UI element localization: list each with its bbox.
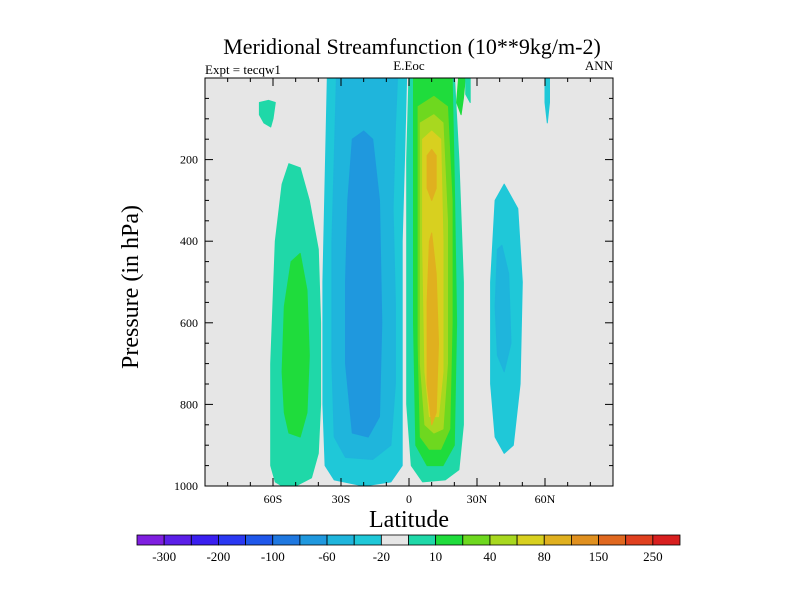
colorbar-label: 10 (429, 549, 442, 564)
colorbar: -300 -200 -100 -60 -20 10 40 80 150 250 (136, 534, 681, 564)
colorbar-box (516, 534, 545, 546)
x-tick-label: 60S (264, 492, 283, 506)
colorbar-label: -60 (318, 549, 335, 564)
colorbar-box (163, 534, 192, 546)
contour-regions (258, 78, 550, 486)
x-tick-label: 60N (535, 492, 556, 506)
x-axis-label: Latitude (369, 507, 449, 533)
x-tick-label: 30S (332, 492, 351, 506)
colorbar-label: -20 (373, 549, 390, 564)
blob-sh-blue-inner (345, 130, 383, 438)
colorbar-box (136, 534, 165, 546)
colorbar-label: 40 (483, 549, 496, 564)
blob-nh-green-spike-b (465, 78, 471, 103)
colorbar-box (245, 534, 274, 546)
blob-nh-orange-top (426, 148, 437, 201)
colorbar-label: -300 (152, 549, 176, 564)
colorbar-label: -100 (261, 549, 285, 564)
colorbar-label: 150 (589, 549, 609, 564)
colorbar-box (326, 534, 355, 546)
experiment-label: Expt = tecqw1 (205, 62, 281, 77)
colorbar-box (299, 534, 328, 546)
y-tick-label: 200 (180, 153, 198, 167)
colorbar-box (272, 534, 301, 546)
blob-nh-polar-spike (544, 78, 550, 124)
colorbar-box (462, 534, 491, 546)
colorbar-box (218, 534, 246, 546)
colorbar-box (190, 534, 219, 546)
colorbar-box (625, 534, 654, 546)
y-tick-label: 1000 (174, 479, 198, 493)
blob-nh-orange-low (426, 232, 439, 426)
colorbar-label: -200 (206, 549, 230, 564)
colorbar-box (408, 534, 437, 546)
colorbar-box (489, 534, 518, 546)
axis-ticks: 60S 30S 0 30N 60N 200 400 600 800 1000 (174, 78, 613, 506)
y-tick-label: 600 (180, 316, 198, 330)
colorbar-box (571, 534, 599, 546)
blob-sh-polar-top (258, 99, 276, 128)
y-tick-label: 400 (180, 234, 198, 248)
colorbar-box (435, 534, 464, 546)
colorbar-box (652, 534, 681, 546)
colorbar-box (380, 534, 409, 546)
season-label: ANN (585, 58, 614, 73)
colorbar-box (598, 534, 627, 546)
y-axis-label: Pressure (in hPa) (118, 205, 144, 369)
blob-sh-green-inner (281, 252, 310, 438)
center-label: E.Eoc (393, 58, 425, 73)
chart-title: Meridional Streamfunction (10**9kg/m-2) (223, 34, 601, 59)
x-tick-label: 30N (467, 492, 488, 506)
blob-nh-green-spike-a (456, 78, 466, 116)
x-tick-label: 0 (406, 492, 412, 506)
colorbar-box (353, 534, 382, 546)
y-tick-label: 800 (180, 397, 198, 411)
colorbar-label: 80 (538, 549, 551, 564)
colorbar-label: 250 (643, 549, 663, 564)
blob-nh-blue-inner (494, 244, 512, 373)
colorbar-box (543, 534, 572, 546)
